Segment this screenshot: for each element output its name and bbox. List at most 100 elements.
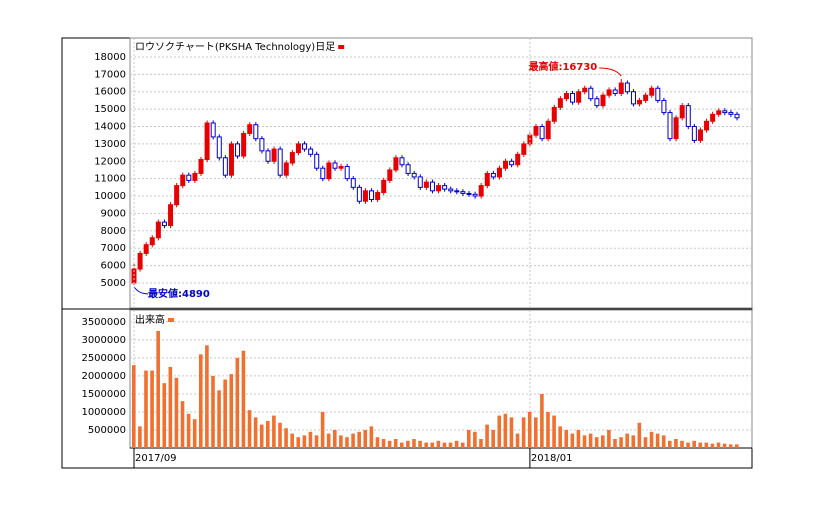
bar [674, 438, 678, 448]
candle-body [691, 125, 697, 141]
candle-body [423, 181, 429, 188]
bar [460, 442, 465, 448]
bar [436, 440, 441, 448]
candle-body [722, 110, 728, 114]
low-arrow [133, 286, 149, 295]
candle-body [271, 148, 277, 162]
price-panel [129, 37, 753, 309]
candle-body [228, 143, 234, 176]
bar [199, 354, 203, 448]
panel-title: ロウソクチャート(PKSHA Technology)日足 [135, 41, 335, 53]
bar [339, 435, 343, 448]
x-tick-label: 2018/01 [531, 453, 573, 464]
bar [253, 417, 258, 448]
y-tick-label: 2500000 [81, 353, 126, 364]
y-tick-label: 15000 [94, 104, 126, 115]
candle-body [411, 172, 417, 178]
bar [594, 437, 599, 448]
bar [247, 410, 252, 448]
candle-body [253, 124, 259, 140]
bar [314, 435, 319, 448]
candle-body [673, 117, 679, 140]
candle-body [515, 153, 521, 166]
y-tick-label: 1500000 [81, 389, 126, 400]
candle-body [362, 190, 368, 202]
y-tick-label: 3500000 [81, 317, 126, 328]
bar [631, 435, 636, 448]
candle-body [149, 237, 155, 246]
candle-body [582, 87, 588, 93]
bar [680, 440, 684, 448]
candle-body [533, 125, 539, 136]
bar [467, 429, 471, 448]
candle-body [168, 204, 174, 227]
bar [485, 424, 489, 448]
bar [363, 429, 368, 448]
bar [546, 411, 550, 448]
candle-body [393, 157, 399, 171]
bar [515, 433, 520, 448]
bar [259, 424, 264, 448]
candle-body [466, 192, 472, 195]
bar [534, 417, 538, 448]
candle-body [283, 162, 289, 176]
bar [138, 426, 142, 448]
bar [442, 442, 447, 448]
candle-body [448, 188, 454, 192]
candle-body [338, 165, 344, 169]
bar [132, 365, 136, 448]
bar [491, 429, 495, 448]
bar [174, 377, 179, 448]
candle-body [563, 92, 569, 100]
bar [430, 442, 435, 448]
bar [509, 417, 514, 448]
bar [735, 444, 739, 448]
bar [728, 444, 733, 448]
y-tick-label: 18000 [94, 52, 126, 63]
bar [192, 419, 197, 448]
x-tick-label: 2017/09 [135, 453, 177, 464]
bar [540, 393, 544, 448]
bar [272, 415, 276, 448]
bar [235, 357, 240, 448]
y-tick-label: 3000000 [81, 335, 126, 346]
candle-body [728, 112, 734, 115]
bar [168, 366, 173, 448]
bar [448, 442, 453, 448]
bar [296, 437, 301, 448]
bar [552, 415, 556, 448]
bar [692, 440, 696, 448]
candle-body [265, 150, 271, 162]
bar [302, 435, 307, 448]
candle-body [667, 112, 673, 140]
bar [619, 437, 623, 448]
candle-body [204, 122, 210, 161]
bar [668, 440, 672, 448]
legend-swatch [168, 318, 174, 322]
bar [497, 415, 502, 448]
bar [686, 442, 690, 448]
bar [278, 422, 282, 448]
candle-body [600, 94, 606, 107]
bar [607, 429, 611, 448]
candle-body [137, 252, 143, 270]
panel-title: 出来高 [135, 313, 165, 326]
bar [205, 345, 209, 448]
bar [284, 428, 288, 448]
bar [564, 429, 569, 448]
candle-body [429, 181, 435, 192]
candle-body [643, 94, 649, 101]
candle-body [174, 185, 180, 206]
candle-body [570, 92, 576, 103]
bar [351, 433, 355, 448]
candle-body [594, 98, 600, 107]
bar [326, 433, 331, 448]
candle-body [734, 113, 740, 119]
candle-body [155, 221, 161, 239]
bar [655, 433, 660, 448]
bar [333, 429, 337, 448]
candle-body [521, 143, 527, 155]
candle-body [557, 98, 563, 108]
bar [400, 442, 404, 448]
candle-body [710, 113, 716, 122]
